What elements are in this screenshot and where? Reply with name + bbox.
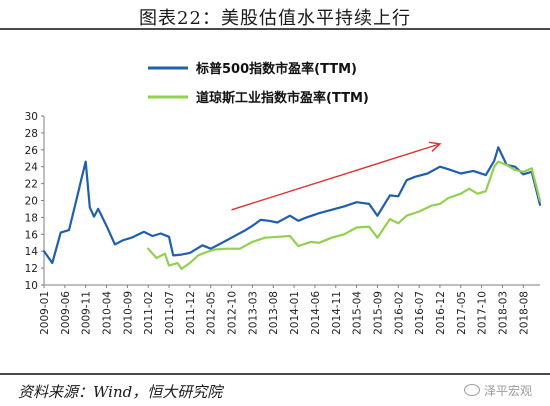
figure-title-bar: 图表22：美股估值水平持续上行 (0, 0, 550, 30)
x-tick-label: 2017-10 (477, 291, 489, 335)
watermark-text: 泽平宏观 (483, 384, 532, 398)
x-tick-label: 2018-03 (497, 291, 509, 335)
legend-label-dow: 道琼斯工业指数市盈率(TTM) (196, 90, 369, 106)
y-tick-label: 28 (25, 128, 38, 140)
legend: 标普500指数市盈率(TTM) 道琼斯工业指数市盈率(TTM) (148, 61, 369, 106)
pe-ratio-line-chart: 标普500指数市盈率(TTM) 道琼斯工业指数市盈率(TTM) 10 12 14 16… (25, 61, 542, 335)
y-tick-label: 16 (25, 229, 39, 241)
x-tick-label: 2011-07 (164, 291, 176, 335)
plot-area: 10 12 14 16 18 20 22 24 26 28 30 2009-01 2009-06 2009… (25, 111, 542, 335)
x-tick-label: 2014-01 (289, 291, 301, 335)
x-tick-label: 2012-05 (206, 291, 218, 335)
x-tick-label: 2013-08 (268, 291, 280, 335)
x-tick-label: 2011-02 (143, 291, 155, 335)
y-tick-label: 10 (25, 280, 38, 292)
x-tick-label: 2014-11 (331, 291, 343, 335)
trend-arrow-line (231, 143, 441, 211)
y-tick-label: 12 (25, 263, 38, 275)
wechat-icon (463, 384, 480, 396)
y-tick-label: 30 (25, 111, 38, 123)
x-tick-label: 2011-12 (185, 291, 197, 335)
y-tick-label: 24 (25, 162, 39, 174)
series-line-dow (147, 160, 542, 270)
source-bar: 资料来源：Wind，恒大研究院 泽平宏观 (0, 373, 550, 406)
y-tick-label: 14 (25, 246, 39, 258)
x-tick-label: 2009-01 (39, 291, 51, 335)
x-tick-label: 2010-09 (122, 291, 134, 335)
source-note: 资料来源：Wind，恒大研究院 (18, 383, 223, 401)
x-tick-label: 2012-10 (227, 291, 239, 335)
x-tick-label: 2017-05 (456, 291, 468, 335)
x-tick-label: 2014-06 (310, 291, 322, 335)
y-tick-label: 22 (25, 179, 38, 191)
legend-label-sp500: 标普500指数市盈率(TTM) (195, 61, 357, 77)
x-tick-label: 2015-04 (352, 291, 364, 335)
watermark: 泽平宏观 (463, 382, 532, 399)
x-tick-label: 2013-03 (247, 291, 259, 335)
x-tick-label: 2015-09 (372, 291, 384, 335)
x-tick-label: 2016-02 (393, 291, 405, 335)
x-tick-label: 2009-06 (60, 291, 72, 335)
y-tick-label: 18 (25, 212, 38, 224)
x-tick-label: 2010-04 (102, 291, 114, 335)
y-tick-label: 20 (25, 196, 38, 208)
y-tick-label: 26 (25, 145, 39, 157)
figure-title: 图表22：美股估值水平持续上行 (139, 8, 411, 29)
x-tick-label: 2016-07 (414, 291, 426, 335)
series-line-sp500 (42, 146, 542, 265)
x-tick-label: 2018-08 (518, 291, 530, 335)
trend-arrow-head (428, 141, 442, 152)
x-tick-label: 2009-11 (81, 291, 93, 335)
x-tick-label: 2016-12 (435, 291, 447, 335)
